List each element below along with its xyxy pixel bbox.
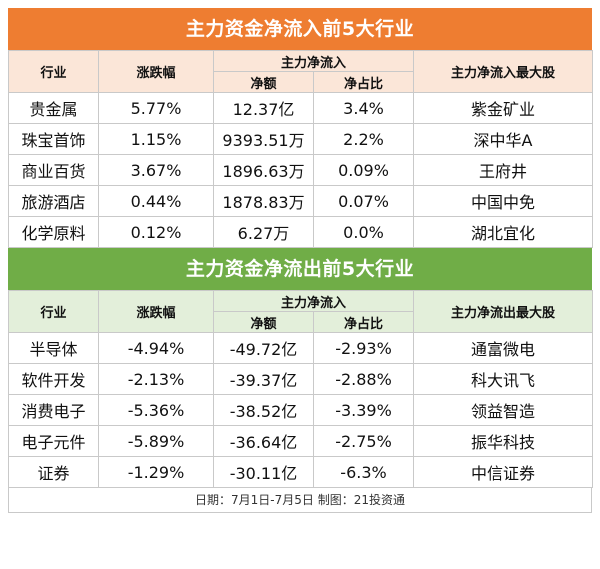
top-stock-cell: 中国中免 xyxy=(413,185,594,217)
change-cell: -2.13% xyxy=(98,363,214,395)
net-ratio-cell: 0.0% xyxy=(312,216,415,248)
outflow-title: 主力资金净流出前5大行业 xyxy=(8,248,592,290)
footer-caption: 日期：7月1日-7月5日 制图：21投资通 xyxy=(8,488,592,513)
header-change: 涨跌幅 xyxy=(98,290,214,333)
inflow-table: 行业 涨跌幅 主力净流入 主力净流入最大股 净额 净占比 贵金属 5.77% 1… xyxy=(8,50,594,248)
change-cell: -5.89% xyxy=(98,425,214,457)
net-amount-cell: 6.27万 xyxy=(213,216,314,248)
header-main-net: 主力净流入 xyxy=(212,50,415,72)
net-amount-cell: -30.11亿 xyxy=(213,456,314,488)
change-cell: -5.36% xyxy=(98,394,214,426)
industry-cell: 消费电子 xyxy=(8,394,99,426)
header-change: 涨跌幅 xyxy=(98,50,214,93)
net-ratio-cell: -2.75% xyxy=(312,425,415,457)
net-amount-cell: -39.37亿 xyxy=(213,363,314,395)
table-row: 软件开发 -2.13% -39.37亿 -2.88% 科大讯飞 xyxy=(8,363,594,395)
net-amount-cell: 12.37亿 xyxy=(213,92,314,124)
inflow-subheader-row: 净额 净占比 xyxy=(9,71,593,93)
header-top-stock: 主力净流入最大股 xyxy=(413,50,594,93)
outflow-subheader-row: 净额 净占比 xyxy=(9,311,593,333)
header-industry: 行业 xyxy=(8,50,99,93)
header-net-ratio: 净占比 xyxy=(312,311,415,333)
top-stock-cell: 领益智造 xyxy=(413,394,594,426)
table-row: 化学原料 0.12% 6.27万 0.0% 湖北宜化 xyxy=(8,216,594,248)
net-ratio-cell: 2.2% xyxy=(312,123,415,155)
change-cell: -1.29% xyxy=(98,456,214,488)
net-ratio-cell: -2.93% xyxy=(312,332,415,364)
net-ratio-cell: -3.39% xyxy=(312,394,415,426)
net-amount-cell: -36.64亿 xyxy=(213,425,314,457)
top-stock-cell: 紫金矿业 xyxy=(413,92,594,124)
change-cell: 3.67% xyxy=(98,154,214,186)
table-row: 证券 -1.29% -30.11亿 -6.3% 中信证券 xyxy=(8,456,594,488)
top-stock-cell: 通富微电 xyxy=(413,332,594,364)
change-cell: 0.12% xyxy=(98,216,214,248)
header-top-stock: 主力净流出最大股 xyxy=(413,290,594,333)
industry-cell: 电子元件 xyxy=(8,425,99,457)
table-row: 半导体 -4.94% -49.72亿 -2.93% 通富微电 xyxy=(8,332,594,364)
header-net-amount: 净额 xyxy=(213,71,314,93)
industry-cell: 珠宝首饰 xyxy=(8,123,99,155)
outflow-header-row: 行业 涨跌幅 主力净流入 主力净流出最大股 xyxy=(8,290,594,333)
net-amount-cell: -38.52亿 xyxy=(213,394,314,426)
net-ratio-cell: -2.88% xyxy=(312,363,415,395)
header-main-net: 主力净流入 xyxy=(212,290,415,312)
inflow-title: 主力资金净流入前5大行业 xyxy=(8,8,592,50)
change-cell: 5.77% xyxy=(98,92,214,124)
net-ratio-cell: 0.07% xyxy=(312,185,415,217)
industry-cell: 证券 xyxy=(8,456,99,488)
change-cell: 0.44% xyxy=(98,185,214,217)
header-industry: 行业 xyxy=(8,290,99,333)
top-stock-cell: 王府井 xyxy=(413,154,594,186)
net-amount-cell: -49.72亿 xyxy=(213,332,314,364)
outflow-table: 行业 涨跌幅 主力净流入 主力净流出最大股 净额 净占比 半导体 -4.94% … xyxy=(8,290,594,488)
net-amount-cell: 9393.51万 xyxy=(213,123,314,155)
top-stock-cell: 中信证券 xyxy=(413,456,594,488)
table-row: 珠宝首饰 1.15% 9393.51万 2.2% 深中华A xyxy=(8,123,594,155)
change-cell: -4.94% xyxy=(98,332,214,364)
industry-cell: 旅游酒店 xyxy=(8,185,99,217)
industry-cell: 化学原料 xyxy=(8,216,99,248)
net-ratio-cell: -6.3% xyxy=(312,456,415,488)
change-cell: 1.15% xyxy=(98,123,214,155)
top-stock-cell: 科大讯飞 xyxy=(413,363,594,395)
top-stock-cell: 振华科技 xyxy=(413,425,594,457)
header-net-amount: 净额 xyxy=(213,311,314,333)
industry-cell: 软件开发 xyxy=(8,363,99,395)
table-row: 消费电子 -5.36% -38.52亿 -3.39% 领益智造 xyxy=(8,394,594,426)
table-row: 商业百货 3.67% 1896.63万 0.09% 王府井 xyxy=(8,154,594,186)
table-row: 旅游酒店 0.44% 1878.83万 0.07% 中国中免 xyxy=(8,185,594,217)
table-row: 电子元件 -5.89% -36.64亿 -2.75% 振华科技 xyxy=(8,425,594,457)
net-amount-cell: 1878.83万 xyxy=(213,185,314,217)
industry-cell: 半导体 xyxy=(8,332,99,364)
fund-flow-infographic: 主力资金净流入前5大行业 行业 涨跌幅 主力净流入 主力净流入最大股 净额 净占… xyxy=(8,8,594,560)
net-ratio-cell: 3.4% xyxy=(312,92,415,124)
top-stock-cell: 湖北宜化 xyxy=(413,216,594,248)
top-stock-cell: 深中华A xyxy=(413,123,594,155)
net-ratio-cell: 0.09% xyxy=(312,154,415,186)
industry-cell: 贵金属 xyxy=(8,92,99,124)
inflow-header-row: 行业 涨跌幅 主力净流入 主力净流入最大股 xyxy=(8,50,594,93)
net-amount-cell: 1896.63万 xyxy=(213,154,314,186)
industry-cell: 商业百货 xyxy=(8,154,99,186)
header-net-ratio: 净占比 xyxy=(312,71,415,93)
table-row: 贵金属 5.77% 12.37亿 3.4% 紫金矿业 xyxy=(8,92,594,124)
